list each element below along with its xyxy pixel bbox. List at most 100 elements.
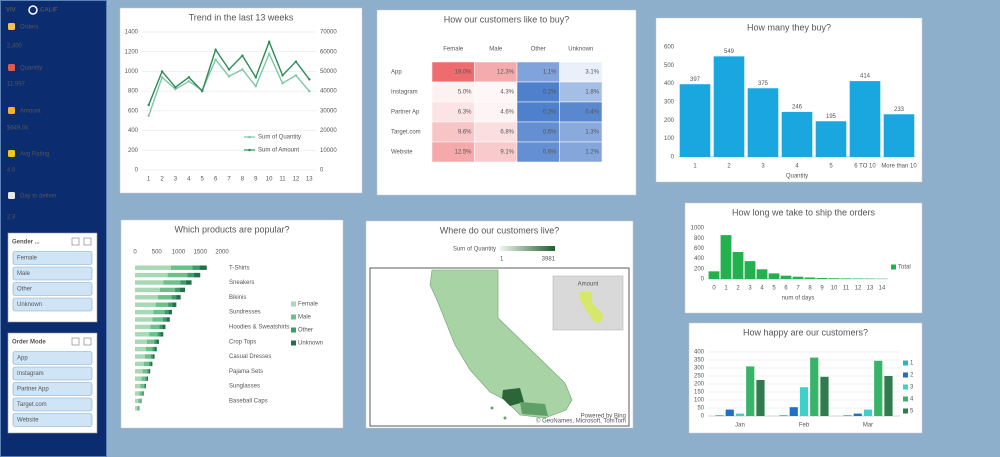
kpi-icon (8, 64, 15, 71)
x-axis-title: Quantity (786, 174, 808, 180)
slicer-item[interactable] (12, 297, 93, 312)
scale-min: 1 (500, 257, 504, 263)
slicer-item[interactable] (12, 251, 93, 265)
bar-segment (135, 398, 139, 404)
y-tick-label: 300 (664, 100, 675, 106)
x-tick-label: 1 (693, 164, 697, 170)
point (160, 70, 164, 73)
slicer-item[interactable] (12, 413, 93, 427)
bar-segment (140, 383, 144, 389)
point (187, 76, 191, 79)
bar (679, 84, 711, 157)
x-tick-label: 2 (727, 164, 731, 170)
point (174, 86, 177, 89)
chart-title: How many they buy? (747, 22, 831, 32)
x-tick-label: 4 (760, 286, 764, 292)
x-tick-label: 8 (808, 286, 812, 292)
slicer-icon (83, 237, 92, 246)
bar-segment (150, 324, 160, 330)
bar-segment (148, 369, 151, 374)
x-tick-label: 14 (879, 286, 886, 292)
y-tick-label: Bikinis (229, 295, 246, 301)
legend-swatch (291, 314, 296, 320)
bar (756, 269, 768, 279)
kpi-value: 2,400 (7, 44, 23, 50)
slicer-item[interactable] (12, 366, 93, 381)
x-tick-label: 2000 (215, 250, 229, 256)
x-tick-label: 13 (306, 177, 313, 183)
x-axis-title: num of days (782, 296, 815, 302)
x-tick-label: 0 (712, 286, 716, 292)
slicer-item-label[interactable]: App (17, 356, 28, 362)
point (267, 52, 271, 55)
slicer-item[interactable] (12, 266, 93, 281)
row-header: Website (391, 150, 413, 156)
y-tick-label: 0 (135, 168, 139, 174)
y-tick-label: 600 (128, 108, 139, 114)
x-tick-label: 2 (160, 177, 164, 183)
slicer-title: Gender ... (12, 240, 40, 246)
slicer-item-label[interactable]: Unknown (17, 302, 42, 308)
y-tick-label: Hoodies & Sweatshirts (229, 324, 289, 330)
slicer-item[interactable] (12, 351, 93, 365)
slicer-item[interactable] (12, 282, 93, 296)
cell-value: 4.3% (500, 90, 514, 96)
bar (884, 376, 893, 416)
bar (849, 81, 881, 157)
y-tick-label: 1000 (691, 226, 705, 232)
cell-value: 0.6% (543, 150, 557, 156)
bar-segment (153, 309, 165, 315)
bar (789, 407, 798, 416)
bar-segment (164, 309, 169, 315)
value-label: 549 (724, 49, 735, 55)
bar-segment (162, 317, 167, 322)
legend-swatch (291, 340, 296, 346)
legend-label: 4 (910, 397, 914, 403)
bar (840, 278, 852, 279)
legend-label: 2 (910, 373, 914, 379)
bar-segment (135, 265, 171, 270)
row-header: Instagram (391, 90, 418, 96)
y2-tick-label: 10000 (320, 148, 337, 154)
y2-tick-label: 70000 (320, 30, 337, 36)
y-tick-label: Casual Dresses (229, 354, 271, 360)
slicer-item-label[interactable]: Partner App (17, 387, 49, 393)
bar-segment (180, 280, 186, 285)
y-tick-label: 400 (694, 256, 705, 262)
bar-segment (199, 265, 207, 270)
y-tick-label: 350 (694, 358, 705, 364)
slicer-item-label[interactable]: Other (17, 287, 32, 293)
slicer-item-label[interactable]: Male (17, 271, 31, 277)
inset-title: Amount (578, 282, 599, 288)
bar (732, 251, 744, 279)
slicer-item[interactable] (12, 382, 93, 396)
legend-swatch (248, 148, 251, 152)
point (294, 74, 298, 77)
value-label: 195 (826, 114, 837, 120)
slicer-item-label[interactable]: Target.com (17, 402, 47, 408)
bar-segment (141, 391, 143, 396)
legend-swatch (903, 396, 908, 402)
logo-icon (28, 5, 38, 15)
y-tick-label: Crop Tops (229, 339, 256, 345)
y2-tick-label: 0 (320, 168, 324, 174)
bar (746, 366, 755, 416)
bar-segment (135, 280, 164, 285)
slicer-item-label[interactable]: Instagram (17, 371, 44, 377)
x-tick-label: 0 (133, 250, 137, 256)
legend-swatch (248, 135, 251, 139)
x-tick-label: 7 (796, 286, 800, 292)
bar-segment (143, 361, 149, 367)
cell-value: 1.2% (585, 150, 599, 156)
bar-segment (137, 406, 139, 411)
y-tick-label: 1000 (125, 69, 139, 75)
point (281, 74, 284, 77)
bar (715, 415, 724, 416)
slicer-item-label[interactable]: Website (17, 418, 39, 424)
legend-label: 3 (910, 385, 914, 391)
bar-segment (172, 302, 177, 307)
slicer-item-label[interactable]: Female (17, 256, 38, 262)
kpi-label: Avg Rating (20, 152, 49, 158)
slicer-item[interactable] (12, 397, 93, 412)
